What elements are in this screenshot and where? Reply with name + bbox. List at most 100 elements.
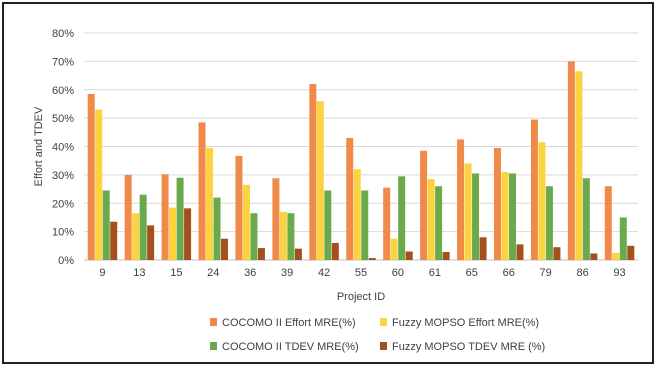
bar-chart: 0% 10% 20% 30% 40% 50% 60% 70% 80% 9 13 15 24 36 39 42… [33,28,638,353]
x-tick-label: 36 [244,267,256,279]
bar [390,238,398,260]
legend-item: COCOMO II Effort MRE(%) [210,317,356,329]
bar [472,173,480,260]
chart-frame: 0% 10% 20% 30% 40% 50% 60% 70% 80% 9 13 15 24 36 39 42… [2,2,654,364]
bar [250,213,258,260]
bar [132,213,140,260]
x-tick-label: 61 [429,267,441,279]
bar [493,147,501,260]
bar [102,190,110,260]
bar [553,247,561,260]
legend-item: Fuzzy MOPSO TDEV MRE (%) [380,341,545,353]
bar [442,252,450,260]
x-tick-label: 55 [355,267,367,279]
y-tick-label: 10% [52,227,74,239]
bar [242,184,250,260]
x-tick-label: 65 [466,267,478,279]
y-tick-label: 40% [52,142,74,154]
x-axis-title: Project ID [337,291,385,303]
bar [427,179,435,260]
bar [206,147,214,260]
x-tick-label: 24 [207,267,219,279]
legend-swatch [380,318,387,326]
bar [479,237,487,260]
bar [457,139,465,260]
bars [87,61,635,261]
bar [110,221,118,260]
bar [353,169,361,260]
bar [368,258,376,260]
bar [590,253,598,260]
bar [272,178,280,260]
bar [464,163,472,260]
y-tick-label: 0% [58,255,74,267]
bar [257,248,265,260]
legend-label: Fuzzy MOPSO Effort MRE(%) [392,317,539,329]
legend-label: COCOMO II Effort MRE(%) [222,317,356,329]
x-tick-label: 93 [613,267,625,279]
y-axis-ticks: 0% 10% 20% 30% 40% 50% 60% 70% 80% [52,28,74,267]
legend-label: COCOMO II TDEV MRE(%) [222,341,359,353]
y-tick-label: 70% [52,56,74,68]
bar [604,186,612,260]
bar [405,251,413,260]
bar [619,217,627,260]
x-tick-label: 15 [170,267,182,279]
x-tick-label: 13 [133,267,145,279]
x-tick-label: 79 [540,267,552,279]
legend-swatch [210,318,217,326]
bar [184,208,192,260]
bar [346,137,354,260]
bar [95,109,103,260]
legend-item: Fuzzy MOPSO Effort MRE(%) [380,317,539,329]
x-tick-label: 86 [576,267,588,279]
legend-swatch [380,342,387,350]
bar [287,213,295,260]
legend: COCOMO II Effort MRE(%) Fuzzy MOPSO Effor… [210,317,545,353]
bar [582,178,590,260]
bar [324,190,332,260]
legend-label: Fuzzy MOPSO TDEV MRE (%) [392,341,545,353]
bar [87,94,95,260]
x-tick-label: 42 [318,267,330,279]
bar [221,238,229,260]
bar [235,155,243,260]
bar [420,150,428,260]
bar [508,173,516,260]
bar [516,244,524,260]
x-tick-label: 60 [392,267,404,279]
bar [213,197,221,260]
bar [435,186,443,260]
bar [294,248,302,260]
y-axis-title: Effort and TDEV [33,106,45,186]
bar [627,245,635,260]
bar [538,142,546,260]
legend-swatch [210,342,217,350]
y-tick-label: 50% [52,113,74,125]
bar [316,101,324,260]
bar [279,211,287,260]
bar [567,61,575,260]
y-tick-label: 60% [52,85,74,97]
bar [545,186,553,260]
bar [361,190,369,260]
bar [139,194,147,260]
bar [398,176,406,260]
bar [612,252,620,260]
bar [501,172,509,260]
bar [176,177,184,260]
grid-lines [84,32,638,261]
bar [198,122,206,260]
x-axis-ticks: 9 13 15 24 36 39 42 55 60 61 65 66 79 86 93 [99,267,625,279]
bar [147,225,155,260]
x-tick-label: 9 [99,267,105,279]
bar [161,174,169,260]
bar [530,119,538,260]
bar [331,242,339,260]
x-tick-label: 66 [503,267,515,279]
y-tick-label: 30% [52,170,74,182]
y-tick-label: 20% [52,198,74,210]
bar [309,84,317,260]
legend-item: COCOMO II TDEV MRE(%) [210,341,359,353]
x-tick-label: 39 [281,267,293,279]
